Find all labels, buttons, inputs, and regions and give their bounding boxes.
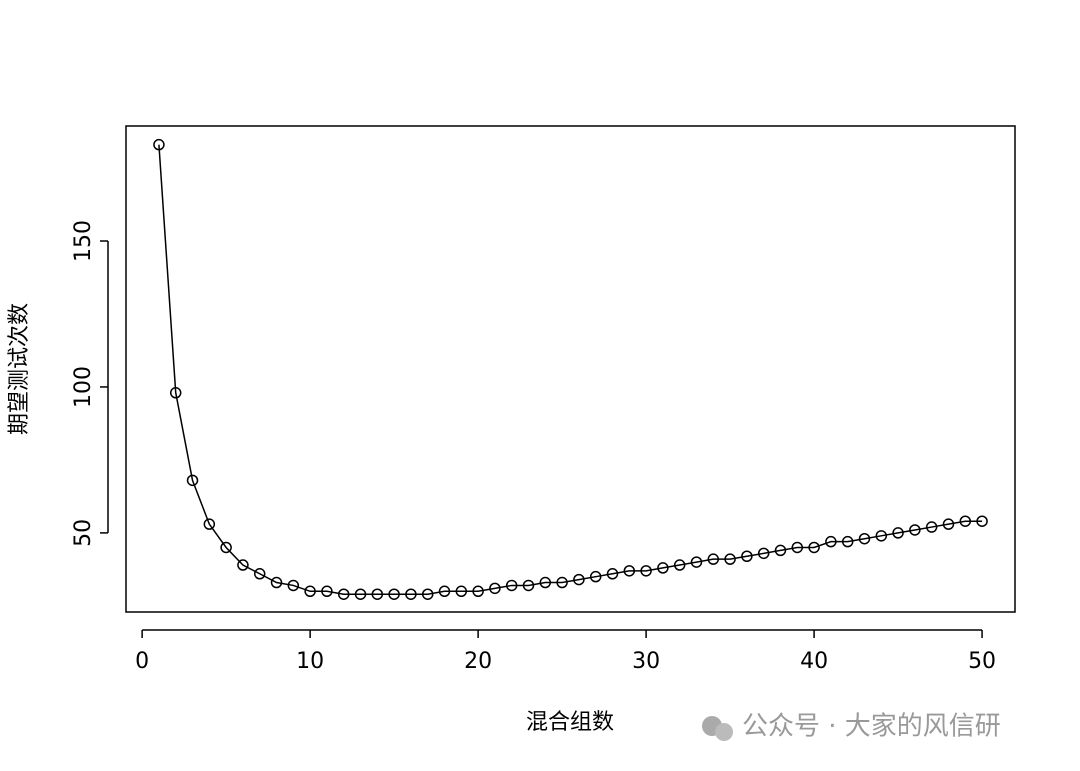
- data-point: [858, 532, 871, 545]
- data-point: [421, 588, 434, 600]
- data-point: [925, 521, 938, 533]
- data-point: [657, 562, 669, 574]
- data-point: [220, 541, 232, 554]
- x-tick-label: 20: [464, 649, 492, 674]
- data-point: [438, 585, 451, 598]
- data-point: [304, 585, 316, 598]
- x-tick-label: 0: [135, 649, 149, 674]
- data-point: [741, 550, 753, 562]
- data-point: [959, 515, 972, 527]
- x-tick-label: 40: [800, 649, 828, 674]
- data-point: [724, 553, 736, 565]
- data-point: [707, 553, 720, 565]
- x-axis-title: 混合组数: [526, 710, 614, 735]
- data-point: [522, 579, 535, 592]
- watermark-icon: [715, 723, 733, 741]
- data-point: [573, 573, 585, 586]
- data-line: [158, 144, 983, 595]
- data-point: [505, 579, 518, 592]
- data-point: [354, 588, 367, 600]
- data-point: [472, 585, 484, 598]
- data-point: [808, 541, 820, 554]
- data-point: [841, 535, 854, 548]
- data-point: [203, 518, 216, 530]
- data-point: [942, 518, 955, 530]
- data-point: [405, 588, 417, 600]
- data-point: [169, 387, 182, 399]
- data-point: [640, 565, 652, 577]
- data-point: [690, 556, 703, 568]
- data-point: [153, 138, 165, 151]
- watermark-text: 公众号 · 大家的风信研: [742, 712, 1001, 742]
- data-point: [321, 585, 333, 598]
- data-point: [186, 474, 199, 487]
- data-point: [489, 582, 501, 595]
- y-tick-label: 100: [71, 366, 96, 408]
- data-point: [757, 547, 770, 560]
- data-point: [388, 588, 400, 600]
- data-point: [976, 515, 988, 527]
- x-tick-label: 30: [632, 649, 660, 674]
- y-axis-title: 期望测试次数: [7, 303, 32, 435]
- data-point: [270, 576, 283, 589]
- x-tick-label: 10: [296, 649, 324, 674]
- data-point: [892, 527, 904, 539]
- plot-frame: [125, 125, 1016, 613]
- data-point: [253, 568, 266, 580]
- data-point: [371, 588, 384, 600]
- data-point: [606, 568, 619, 580]
- data-point: [673, 559, 686, 571]
- data-point: [539, 576, 552, 589]
- y-tick-label: 150: [71, 220, 96, 262]
- data-point: [237, 559, 249, 571]
- data-point: [875, 530, 888, 542]
- data-point: [556, 576, 568, 589]
- data-point: [455, 585, 468, 598]
- watermark: 公众号 · 大家的风信研: [702, 712, 1001, 742]
- data-point: [589, 570, 602, 583]
- data-point: [791, 541, 804, 554]
- y-tick-label: 50: [71, 519, 96, 547]
- x-tick-label: 50: [968, 649, 996, 674]
- data-point: [287, 579, 300, 592]
- data-point: [774, 544, 787, 557]
- data-point: [623, 565, 636, 577]
- data-point: [337, 588, 350, 600]
- data-point: [909, 524, 921, 536]
- data-point: [825, 535, 837, 548]
